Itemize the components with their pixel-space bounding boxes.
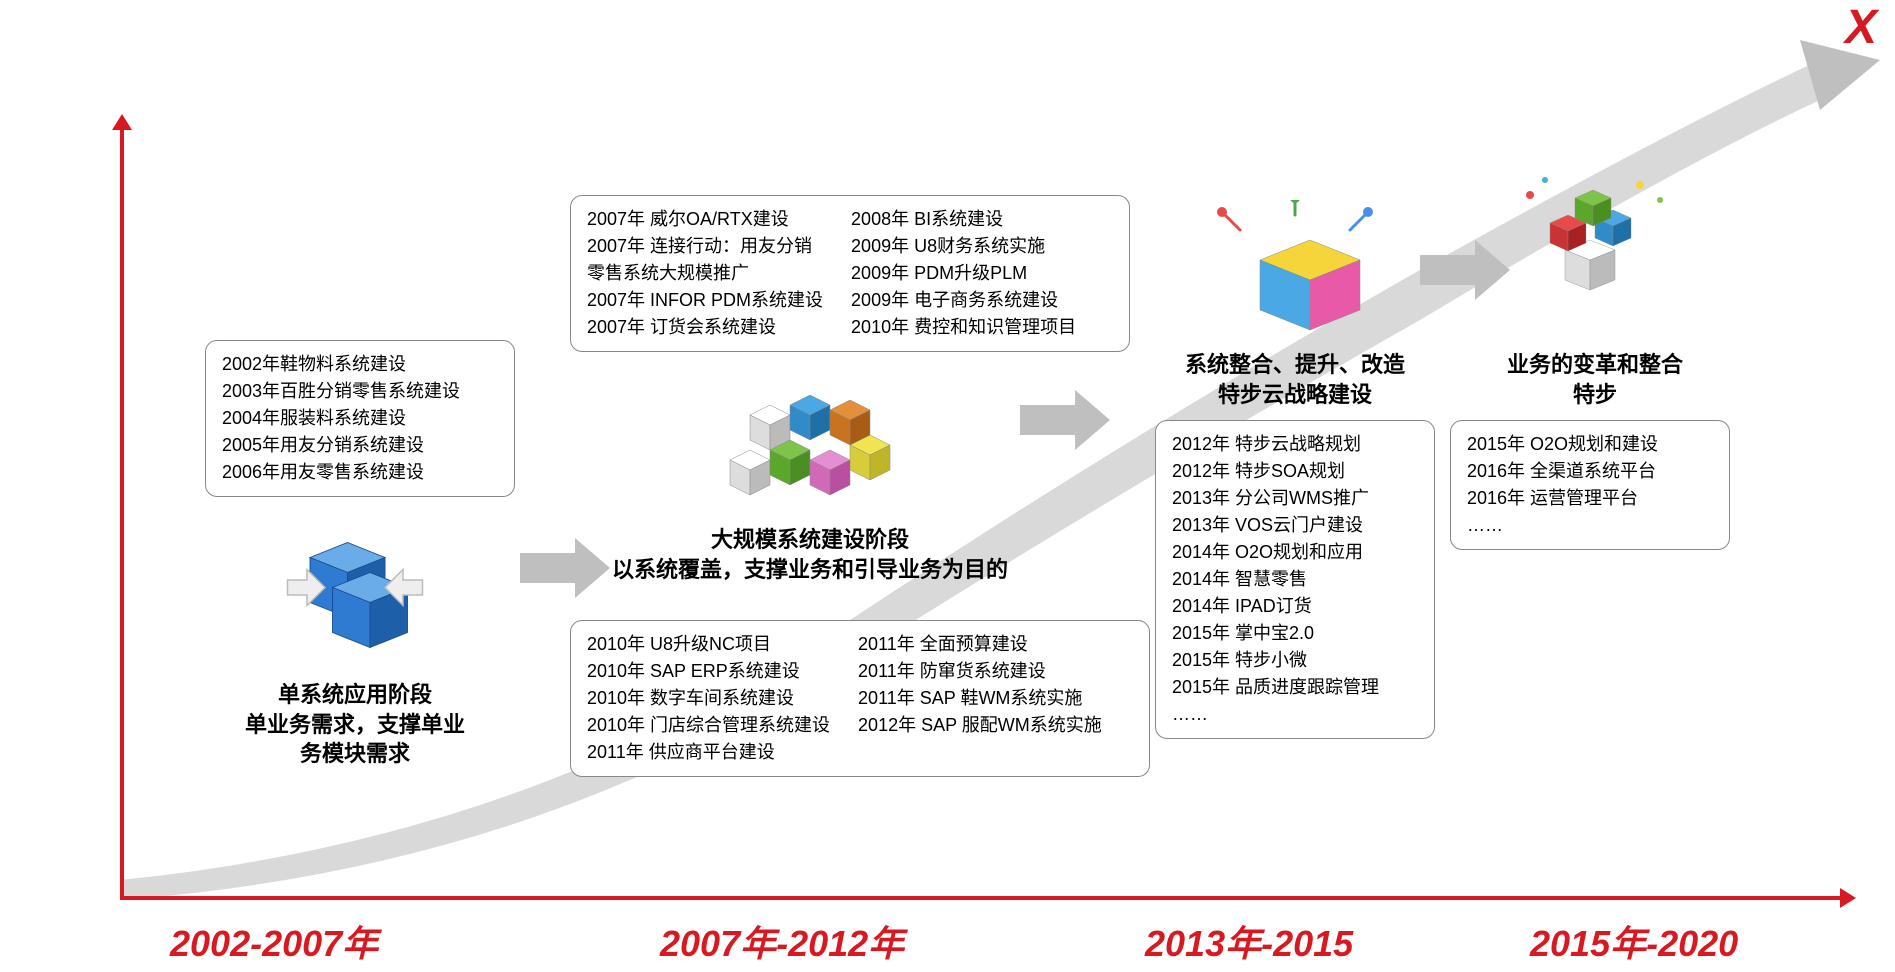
list-item: 2015年 品质进度跟踪管理 bbox=[1172, 674, 1418, 701]
stage1-box: 2002年鞋物料系统建设2003年百胜分销零售系统建设2004年服装料系统建设2… bbox=[205, 340, 515, 497]
list-item: 2015年 O2O规划和建设 bbox=[1467, 431, 1713, 458]
stage1-title: 单系统应用阶段单业务需求，支撑单业务模块需求 bbox=[210, 680, 500, 769]
y-axis bbox=[120, 130, 124, 900]
stage3-cube-icon bbox=[1210, 200, 1380, 340]
stage3-box: 2012年 特步云战略规划2012年 特步SOA规划2013年 分公司WMS推广… bbox=[1155, 420, 1435, 739]
list-item: 2011年 供应商平台建设 bbox=[587, 739, 830, 766]
list-item: 2012年 特步SOA规划 bbox=[1172, 458, 1418, 485]
stage2-box-bottom: 2010年 U8升级NC项目2010年 SAP ERP系统建设2010年 数字车… bbox=[570, 620, 1150, 777]
list-item: 2007年 订货会系统建设 bbox=[587, 314, 823, 341]
stage4-cube-icon bbox=[1510, 170, 1680, 320]
brand-logo: X bbox=[1845, 0, 1875, 55]
list-item: 2010年 费控和知识管理项目 bbox=[851, 314, 1076, 341]
list-item: 2010年 SAP ERP系统建设 bbox=[587, 658, 830, 685]
stage4-box: 2015年 O2O规划和建设2016年 全渠道系统平台2016年 运营管理平台…… bbox=[1450, 420, 1730, 550]
list-item: 2014年 O2O规划和应用 bbox=[1172, 539, 1418, 566]
list-item: 2011年 防窜货系统建设 bbox=[858, 658, 1102, 685]
list-item: 2006年用友零售系统建设 bbox=[222, 459, 498, 486]
list-item: 2013年 分公司WMS推广 bbox=[1172, 485, 1418, 512]
arrow-2-icon bbox=[1020, 390, 1110, 450]
list-item: 2014年 IPAD订货 bbox=[1172, 593, 1418, 620]
stage2-cubes-icon bbox=[720, 380, 900, 510]
stage4-title: 业务的变革和整合特步 bbox=[1470, 350, 1720, 409]
list-item: 2012年 特步云战略规划 bbox=[1172, 431, 1418, 458]
list-item: 2014年 智慧零售 bbox=[1172, 566, 1418, 593]
list-item: 2010年 门店综合管理系统建设 bbox=[587, 712, 830, 739]
list-item: 2013年 VOS云门户建设 bbox=[1172, 512, 1418, 539]
list-item: 2007年 INFOR PDM系统建设 bbox=[587, 287, 823, 314]
list-item: 2011年 SAP 鞋WM系统实施 bbox=[858, 685, 1102, 712]
list-item: 2008年 BI系统建设 bbox=[851, 206, 1076, 233]
list-item: 2002年鞋物料系统建设 bbox=[222, 351, 498, 378]
list-item: 2015年 特步小微 bbox=[1172, 647, 1418, 674]
list-item: 2010年 数字车间系统建设 bbox=[587, 685, 830, 712]
phase-label-3: 2013年-2015 bbox=[1145, 915, 1353, 967]
list-item: 2015年 掌中宝2.0 bbox=[1172, 620, 1418, 647]
phase-label-4: 2015年-2020 bbox=[1530, 915, 1738, 967]
list-item: …… bbox=[1467, 512, 1713, 539]
stage2-box-top: 2007年 威尔OA/RTX建设2007年 连接行动：用友分销零售系统大规模推广… bbox=[570, 195, 1130, 352]
list-item: 2009年 U8财务系统实施 bbox=[851, 233, 1076, 260]
list-item: 2007年 威尔OA/RTX建设 bbox=[587, 206, 823, 233]
stage1-cube-icon bbox=[280, 520, 430, 670]
list-item: 2009年 电子商务系统建设 bbox=[851, 287, 1076, 314]
list-item: 2016年 全渠道系统平台 bbox=[1467, 458, 1713, 485]
arrow-3-icon bbox=[1420, 240, 1510, 300]
list-item: 2007年 连接行动：用友分销 bbox=[587, 233, 823, 260]
x-axis bbox=[120, 896, 1840, 900]
phase-label-1: 2002-2007年 bbox=[170, 915, 378, 967]
stage3-title: 系统整合、提升、改造特步云战略建设 bbox=[1155, 350, 1435, 409]
list-item: 2012年 SAP 服配WM系统实施 bbox=[858, 712, 1102, 739]
list-item: 2016年 运营管理平台 bbox=[1467, 485, 1713, 512]
list-item: 2004年服装料系统建设 bbox=[222, 405, 498, 432]
list-item: 2011年 全面预算建设 bbox=[858, 631, 1102, 658]
phase-label-2: 2007年-2012年 bbox=[660, 915, 904, 967]
list-item: 2005年用友分销系统建设 bbox=[222, 432, 498, 459]
list-item: 2010年 U8升级NC项目 bbox=[587, 631, 830, 658]
list-item: 零售系统大规模推广 bbox=[587, 260, 823, 287]
list-item: 2003年百胜分销零售系统建设 bbox=[222, 378, 498, 405]
stage2-title: 大规模系统建设阶段以系统覆盖，支撑业务和引导业务为目的 bbox=[570, 525, 1050, 584]
list-item: …… bbox=[1172, 701, 1418, 728]
list-item: 2009年 PDM升级PLM bbox=[851, 260, 1076, 287]
